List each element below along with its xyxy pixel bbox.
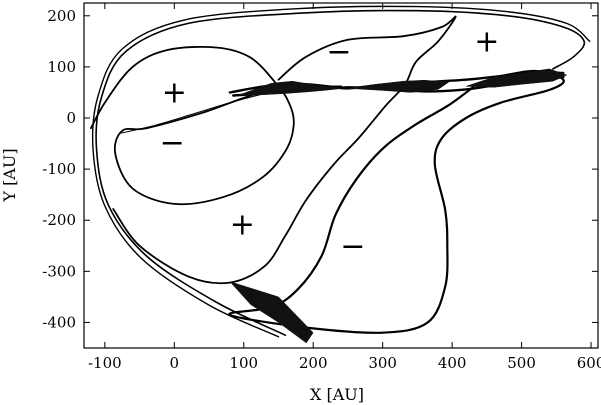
x-tick-label: -100 bbox=[88, 354, 122, 372]
x-tick-label: 400 bbox=[438, 354, 467, 372]
y-tick-label: -400 bbox=[42, 313, 76, 331]
curve-lower-big-loop bbox=[228, 69, 565, 334]
x-axis-ticks: -100 0 100 200 300 400 500 600 bbox=[88, 3, 601, 372]
plus-sign-label: + bbox=[474, 24, 499, 59]
y-tick-label: -300 bbox=[42, 262, 76, 280]
curve-thin-link bbox=[119, 93, 266, 134]
minus-sign-label: − bbox=[160, 126, 185, 161]
y-axis-ticks: -400 -300 -200 -100 0 100 200 bbox=[42, 7, 598, 331]
y-tick-label: -100 bbox=[42, 160, 76, 178]
curve-upper-middle-loop bbox=[112, 15, 457, 285]
x-tick-label: 200 bbox=[299, 354, 328, 372]
y-tick-label: 100 bbox=[47, 58, 76, 76]
dense-region-band-a bbox=[240, 80, 342, 96]
y-tick-label: 0 bbox=[66, 109, 76, 127]
y-tick-label: 200 bbox=[47, 7, 76, 25]
sign-annotations: + − − + + − bbox=[160, 24, 500, 263]
x-tick-label: 600 bbox=[577, 354, 601, 372]
x-tick-label: 300 bbox=[368, 354, 397, 372]
dense-band-regions bbox=[229, 68, 568, 344]
dense-region-tail-wedge bbox=[229, 281, 314, 344]
curve-outer-envelope-2 bbox=[91, 5, 591, 338]
x-tick-label: 0 bbox=[170, 354, 180, 372]
x-tick-label: 100 bbox=[229, 354, 258, 372]
x-axis-title: X [AU] bbox=[310, 385, 364, 404]
minus-sign-label: − bbox=[340, 229, 365, 264]
plus-sign-label: + bbox=[162, 75, 187, 110]
plus-sign-label: + bbox=[230, 207, 255, 242]
x-tick-label: 500 bbox=[507, 354, 536, 372]
y-tick-label: -200 bbox=[42, 211, 76, 229]
curve-left-loop bbox=[90, 45, 342, 206]
curve-outer-envelope-1 bbox=[95, 9, 586, 336]
minus-sign-label: − bbox=[326, 35, 351, 70]
y-axis-title: Y [AU] bbox=[0, 148, 19, 202]
plot-frame bbox=[83, 2, 599, 349]
dense-region-band-b bbox=[347, 79, 450, 93]
dense-region-band-c bbox=[465, 68, 568, 88]
